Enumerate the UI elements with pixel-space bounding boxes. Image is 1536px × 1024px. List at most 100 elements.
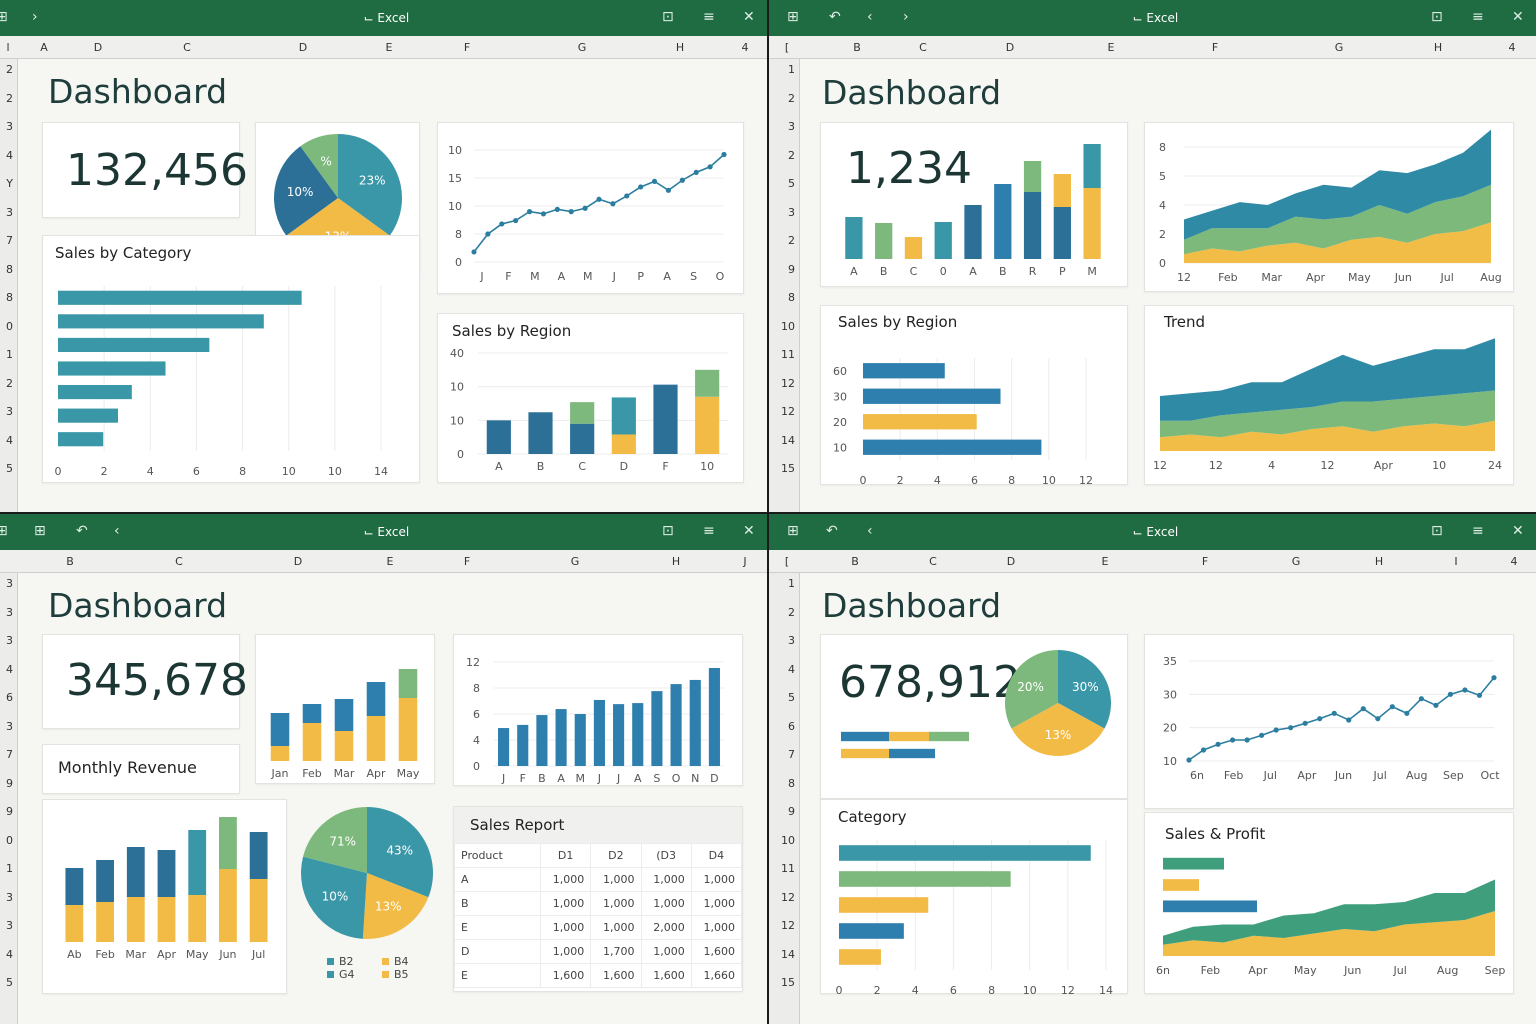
row-header[interactable]: 15 <box>781 462 795 475</box>
row-header[interactable]: 11 <box>781 348 795 361</box>
column-header[interactable]: 4 <box>1508 41 1516 54</box>
column-header[interactable]: E <box>1107 41 1115 54</box>
undo-icon[interactable]: ↶ <box>76 523 88 539</box>
column-header[interactable]: C <box>919 41 927 54</box>
row-header[interactable]: 14 <box>781 947 795 961</box>
row-header[interactable]: Y <box>6 177 13 190</box>
column-header[interactable]: G <box>570 555 580 568</box>
grid-icon[interactable]: ⊞ <box>34 523 46 539</box>
row-header[interactable]: 1 <box>6 862 13 875</box>
row-header[interactable]: 7 <box>6 234 13 247</box>
row-header[interactable]: 12 <box>781 890 795 904</box>
row-header[interactable]: 3 <box>6 634 13 647</box>
row-header[interactable]: 4 <box>6 148 13 162</box>
row-header[interactable]: 3 <box>6 405 13 418</box>
row-header[interactable]: 0 <box>6 833 13 847</box>
row-header[interactable]: 3 <box>6 890 13 904</box>
row-header[interactable]: 12 <box>781 919 795 932</box>
column-header[interactable]: C <box>183 41 191 54</box>
row-header[interactable]: 2 <box>6 91 13 105</box>
layout-icon[interactable]: ⊡ <box>662 523 674 539</box>
column-header[interactable]: l <box>6 41 10 54</box>
column-header[interactable]: C <box>929 555 937 568</box>
row-header[interactable]: 8 <box>6 262 13 276</box>
row-header[interactable]: 2 <box>788 91 795 105</box>
row-header[interactable]: 4 <box>788 662 795 676</box>
column-header[interactable]: D <box>1006 555 1016 568</box>
row-header[interactable]: 5 <box>6 462 13 475</box>
column-header[interactable]: [ <box>784 41 790 54</box>
close-icon[interactable]: ✕ <box>743 523 755 539</box>
row-header[interactable]: 2 <box>6 63 13 76</box>
row-header[interactable]: 9 <box>788 805 795 818</box>
row-header[interactable]: 5 <box>6 976 13 989</box>
row-header[interactable]: 0 <box>6 319 13 333</box>
column-header[interactable]: E <box>1101 555 1109 568</box>
column-header[interactable]: [ <box>784 555 790 568</box>
row-header[interactable]: 10 <box>781 319 795 333</box>
menu-icon[interactable]: ≡ <box>703 9 715 25</box>
column-header[interactable]: H <box>675 41 685 54</box>
menu-icon[interactable]: ≡ <box>1472 9 1484 25</box>
row-header[interactable]: 15 <box>781 976 795 989</box>
column-header[interactable]: D <box>298 41 308 54</box>
back-icon[interactable]: ‹ <box>867 523 873 539</box>
column-header[interactable]: 4 <box>741 41 749 54</box>
row-header[interactable]: 10 <box>781 833 795 847</box>
layout-icon[interactable]: ⊡ <box>1431 523 1443 539</box>
back-icon[interactable]: ‹ <box>114 523 120 539</box>
row-header[interactable]: 2 <box>788 234 795 247</box>
column-header[interactable]: E <box>385 41 393 54</box>
column-header[interactable]: 4 <box>1510 555 1518 568</box>
row-header[interactable]: 14 <box>781 433 795 447</box>
close-icon[interactable]: ✕ <box>743 9 755 25</box>
close-icon[interactable]: ✕ <box>1512 523 1524 539</box>
row-header[interactable]: 4 <box>6 662 13 676</box>
row-header[interactable]: 3 <box>788 120 795 133</box>
row-header[interactable]: 3 <box>6 605 13 619</box>
column-header[interactable]: D <box>293 555 303 568</box>
row-header[interactable]: 4 <box>6 433 13 447</box>
grid-icon[interactable]: ⊞ <box>0 523 8 539</box>
layout-icon[interactable]: ⊡ <box>662 9 674 25</box>
row-header[interactable]: 4 <box>6 947 13 961</box>
column-header[interactable]: G <box>1334 41 1344 54</box>
row-header[interactable]: 3 <box>6 120 13 133</box>
row-header[interactable]: 3 <box>6 919 13 932</box>
column-header[interactable]: C <box>175 555 183 568</box>
column-header[interactable]: H <box>1433 41 1443 54</box>
row-header[interactable]: 3 <box>6 205 13 219</box>
column-header[interactable]: F <box>1211 41 1219 54</box>
row-header[interactable]: 2 <box>6 376 13 390</box>
column-header[interactable]: F <box>463 555 471 568</box>
row-header[interactable]: 3 <box>788 634 795 647</box>
forward-icon[interactable]: › <box>903 9 909 25</box>
grid-icon[interactable]: ⊞ <box>0 9 8 25</box>
row-header[interactable]: 12 <box>781 405 795 418</box>
row-header[interactable]: 6 <box>788 719 795 733</box>
layout-icon[interactable]: ⊡ <box>1431 9 1443 25</box>
row-header[interactable]: 9 <box>6 776 13 790</box>
row-header[interactable]: 3 <box>6 577 13 590</box>
row-header[interactable]: 2 <box>788 605 795 619</box>
row-header[interactable]: 3 <box>788 205 795 219</box>
row-header[interactable]: 3 <box>6 719 13 733</box>
row-header[interactable]: 1 <box>788 63 795 76</box>
row-header[interactable]: 12 <box>781 376 795 390</box>
column-header[interactable]: H <box>671 555 681 568</box>
menu-icon[interactable]: ≡ <box>703 523 715 539</box>
column-header[interactable]: B <box>851 555 859 568</box>
column-header[interactable]: G <box>1291 555 1301 568</box>
column-header[interactable]: E <box>386 555 394 568</box>
row-header[interactable]: 11 <box>781 862 795 875</box>
row-header[interactable]: 7 <box>788 748 795 761</box>
forward-icon[interactable]: › <box>32 9 38 25</box>
column-header[interactable]: B <box>66 555 74 568</box>
close-icon[interactable]: ✕ <box>1512 9 1524 25</box>
row-header[interactable]: 2 <box>788 148 795 162</box>
undo-icon[interactable]: ↶ <box>826 523 838 539</box>
column-header[interactable]: F <box>1201 555 1209 568</box>
column-header[interactable]: D <box>93 41 103 54</box>
column-header[interactable]: D <box>1005 41 1015 54</box>
column-header[interactable]: J <box>743 555 747 568</box>
